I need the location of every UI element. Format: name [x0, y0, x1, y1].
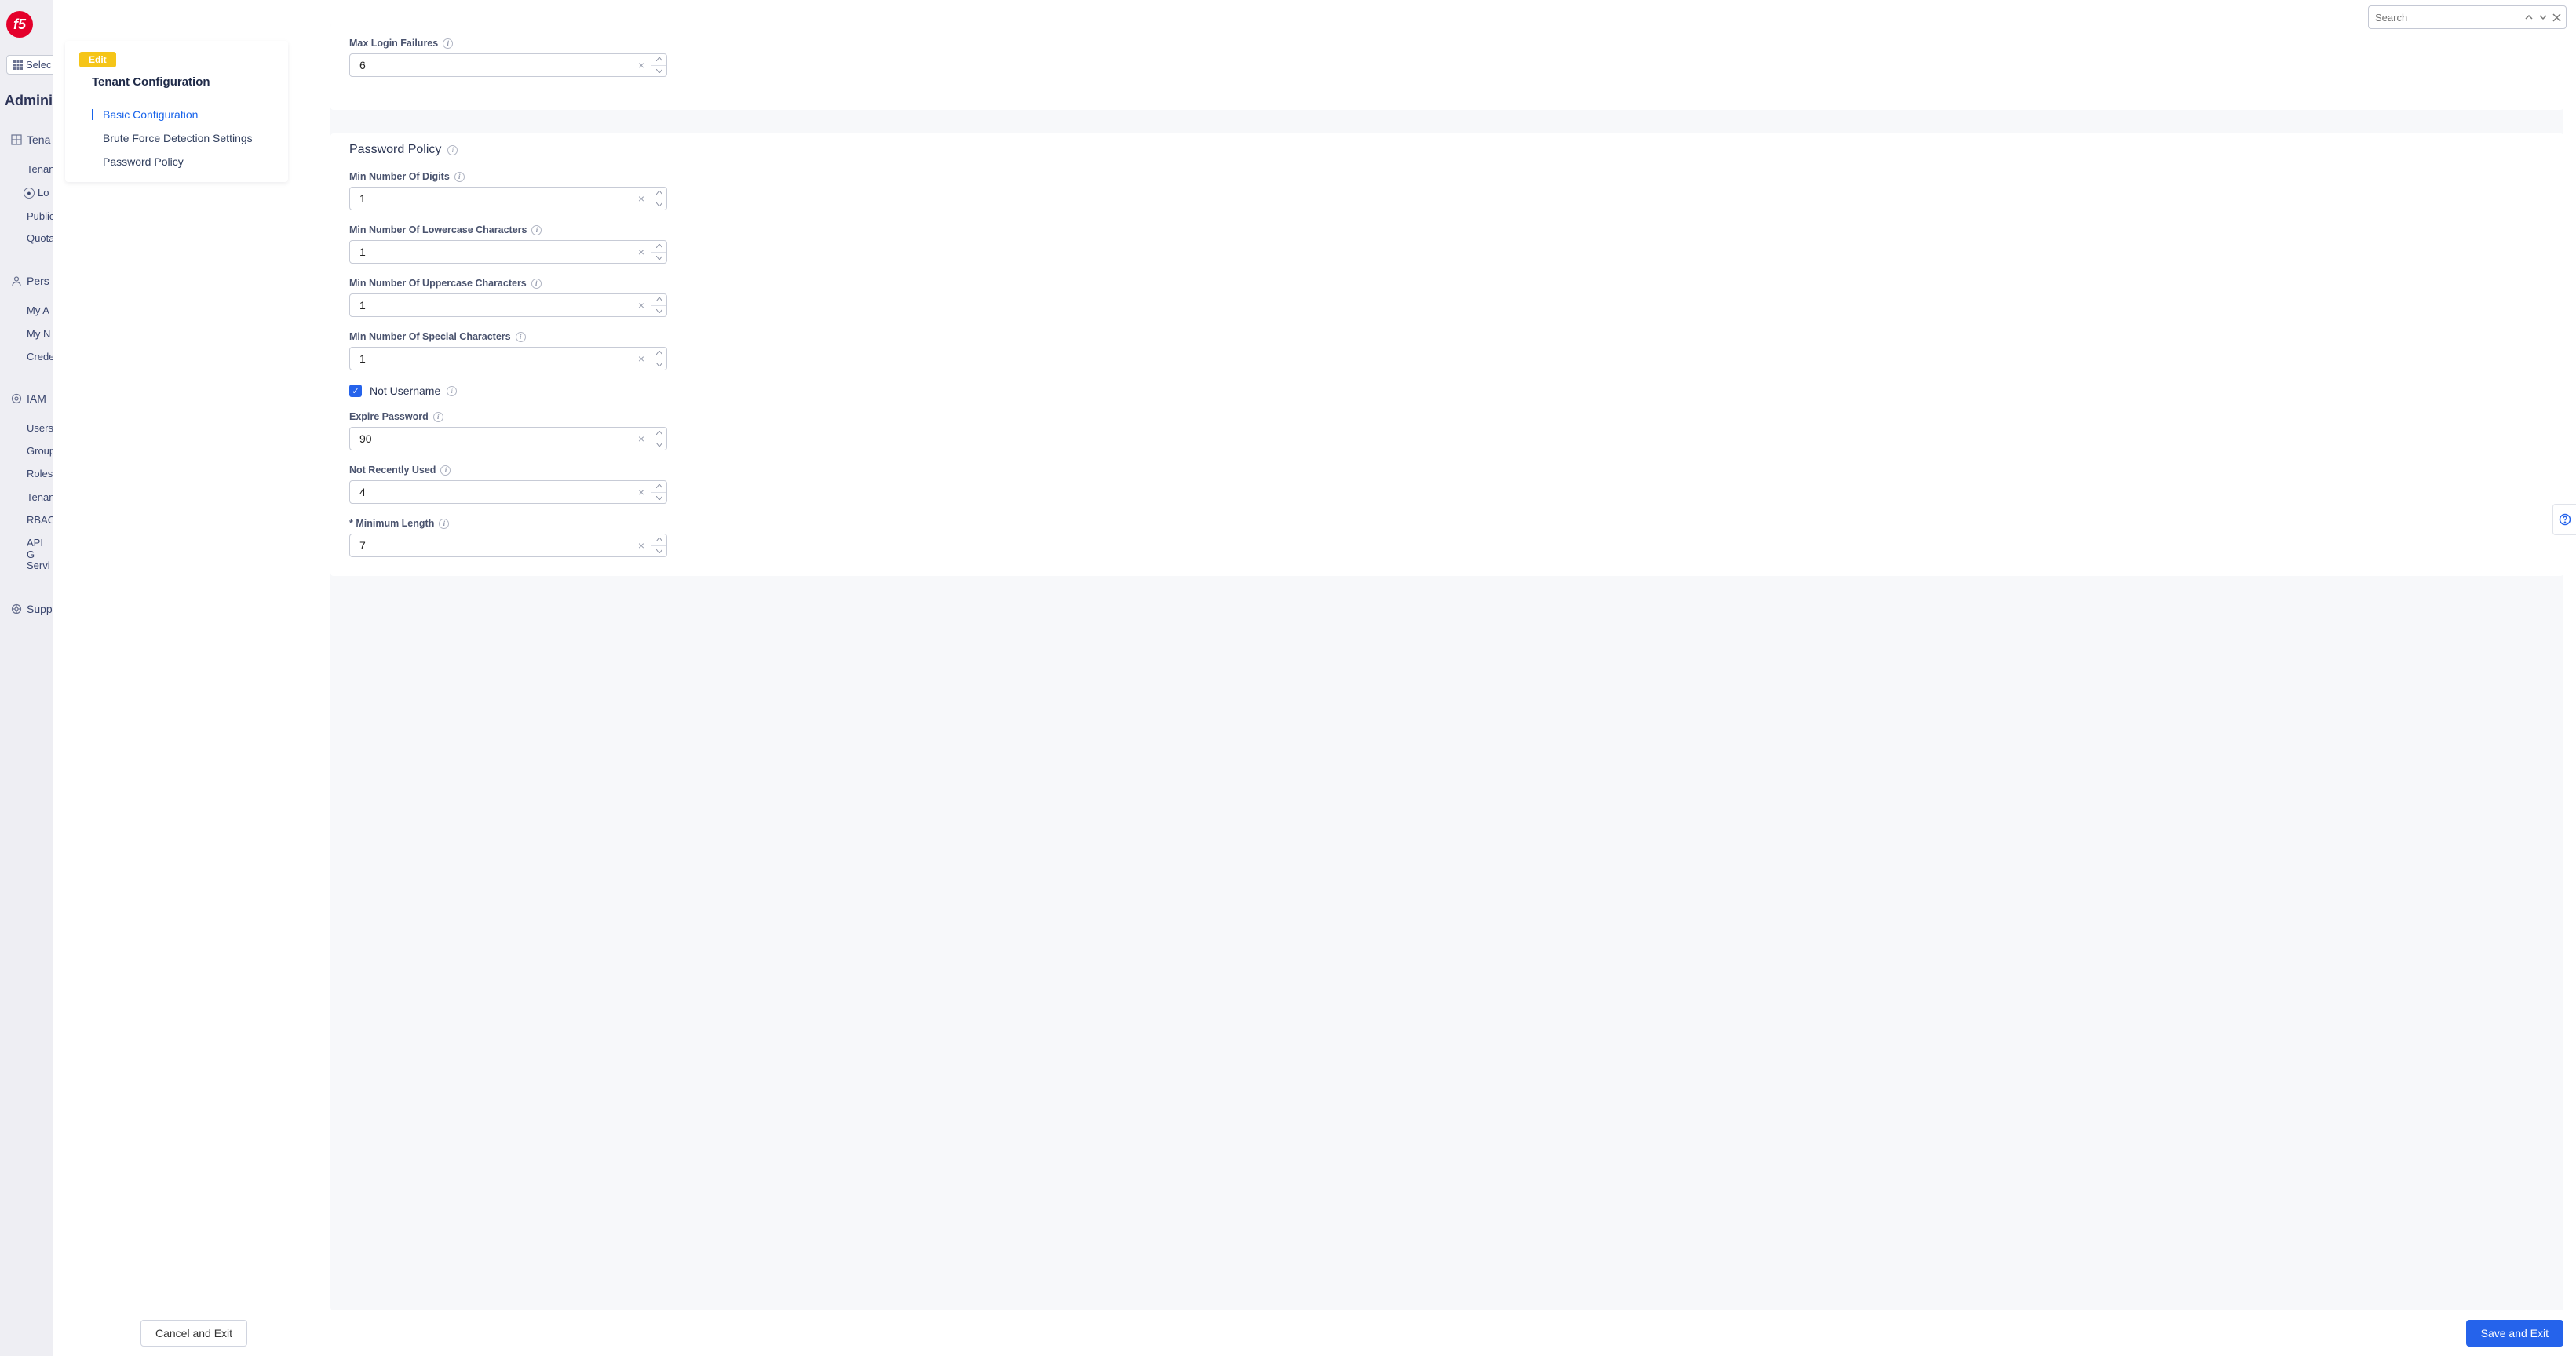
step-down-icon[interactable] — [651, 253, 666, 264]
clear-icon[interactable]: × — [632, 59, 651, 71]
min-special-label: Min Number Of Special Characters — [349, 331, 511, 342]
step-down-icon[interactable] — [651, 306, 666, 317]
bg-item: Public — [27, 210, 54, 222]
service-selector-label: Selec — [26, 59, 52, 71]
step-up-icon[interactable] — [651, 54, 666, 66]
panel-title: Tenant Configuration — [92, 75, 288, 89]
search-next-icon[interactable] — [2538, 13, 2548, 22]
min-upper-input[interactable] — [359, 299, 632, 312]
bg-item: Crede — [27, 351, 54, 363]
info-icon[interactable]: i — [439, 519, 449, 529]
clear-icon[interactable]: × — [632, 352, 651, 365]
bg-section-personal: Pers — [11, 275, 49, 287]
info-icon[interactable]: i — [447, 386, 457, 396]
bg-section-support: Supp — [11, 603, 53, 615]
min-length-label: * Minimum Length — [349, 518, 434, 529]
expire-input[interactable] — [359, 432, 632, 445]
step-down-icon[interactable] — [651, 199, 666, 210]
info-icon[interactable]: i — [433, 412, 443, 422]
bg-item: API G — [27, 537, 53, 560]
clear-icon[interactable]: × — [632, 246, 651, 258]
nav-password-policy[interactable]: Password Policy — [92, 155, 288, 168]
step-up-icon[interactable] — [651, 241, 666, 253]
tenant-config-modal: Edit Tenant Configuration Basic Configur… — [53, 0, 2576, 1356]
cancel-button[interactable]: Cancel and Exit — [140, 1320, 247, 1347]
info-icon[interactable]: i — [443, 38, 453, 49]
bg-item: Servi — [27, 560, 50, 571]
bg-item: Tenan — [27, 491, 54, 503]
nav-brute-force[interactable]: Brute Force Detection Settings — [92, 132, 288, 144]
max-login-input[interactable] — [359, 59, 632, 71]
min-length-input[interactable] — [359, 539, 632, 552]
not-username-checkbox[interactable]: ✓ — [349, 385, 362, 397]
step-down-icon[interactable] — [651, 439, 666, 450]
not-recent-input[interactable] — [359, 486, 632, 498]
step-down-icon[interactable] — [651, 546, 666, 557]
min-special-input[interactable] — [359, 352, 632, 365]
expire-label: Expire Password — [349, 411, 429, 422]
logo: f5 — [6, 11, 33, 38]
modal-footer: Cancel and Exit Save and Exit — [53, 1310, 2576, 1356]
section-title: Password Policy — [349, 143, 441, 157]
bg-section-tenant: Tena — [11, 133, 50, 146]
search-close-icon[interactable] — [2552, 13, 2561, 22]
bg-item: Roles — [27, 468, 53, 479]
clear-icon[interactable]: × — [632, 299, 651, 312]
info-icon[interactable]: i — [440, 465, 451, 476]
search-bar — [2368, 5, 2567, 29]
nav-basic-configuration[interactable]: Basic Configuration — [92, 108, 288, 121]
service-selector: Selec — [6, 55, 59, 75]
min-upper-label: Min Number Of Uppercase Characters — [349, 278, 527, 289]
info-icon[interactable]: i — [516, 332, 526, 342]
edit-badge: Edit — [79, 52, 116, 67]
search-input[interactable] — [2375, 12, 2513, 24]
clear-icon[interactable]: × — [632, 539, 651, 552]
search-prev-icon[interactable] — [2524, 13, 2534, 22]
background-sidebar: f5 Selec Adminis Tena Tenan ●Lo Public Q… — [0, 0, 53, 1356]
max-login-label: Max Login Failures — [349, 38, 438, 49]
step-down-icon[interactable] — [651, 66, 666, 77]
clear-icon[interactable]: × — [632, 486, 651, 498]
bg-item: Users — [27, 422, 53, 434]
info-icon[interactable]: i — [531, 279, 542, 289]
bg-item: My A — [27, 304, 49, 316]
bg-section-iam: IAM — [11, 392, 46, 405]
step-up-icon[interactable] — [651, 481, 666, 493]
step-down-icon[interactable] — [651, 359, 666, 370]
step-up-icon[interactable] — [651, 428, 666, 439]
bg-item: RBAC — [27, 514, 55, 526]
min-lower-input[interactable] — [359, 246, 632, 258]
bg-item: ●Lo — [24, 187, 49, 199]
bg-item: Quota — [27, 232, 54, 244]
bg-item: Group — [27, 445, 55, 457]
min-digits-label: Min Number Of Digits — [349, 171, 450, 182]
not-recent-label: Not Recently Used — [349, 465, 436, 476]
min-lower-label: Min Number Of Lowercase Characters — [349, 224, 527, 235]
min-digits-input[interactable] — [359, 192, 632, 205]
step-up-icon[interactable] — [651, 534, 666, 546]
form-area: Max Login Failures i × Password — [330, 24, 2563, 1310]
not-username-label: Not Username — [370, 385, 440, 397]
left-panel: Edit Tenant Configuration Basic Configur… — [53, 24, 288, 1310]
save-button[interactable]: Save and Exit — [2466, 1320, 2563, 1347]
clear-icon[interactable]: × — [632, 432, 651, 445]
bg-item: Tenan — [27, 163, 54, 175]
info-icon[interactable]: i — [531, 225, 542, 235]
step-down-icon[interactable] — [651, 493, 666, 504]
info-icon[interactable]: i — [447, 145, 458, 155]
step-up-icon[interactable] — [651, 294, 666, 306]
step-up-icon[interactable] — [651, 188, 666, 199]
help-button[interactable] — [2552, 504, 2576, 535]
step-up-icon[interactable] — [651, 348, 666, 359]
info-icon[interactable]: i — [454, 172, 465, 182]
clear-icon[interactable]: × — [632, 192, 651, 205]
bg-item: My N — [27, 328, 50, 340]
